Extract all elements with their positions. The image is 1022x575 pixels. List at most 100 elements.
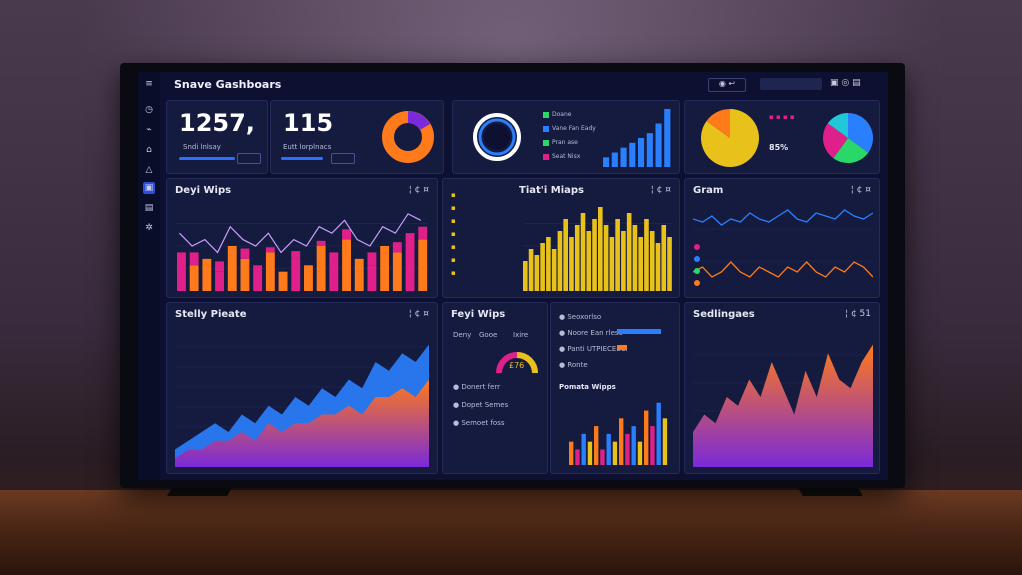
bar [392,252,402,291]
dashboard-icon[interactable]: ▣ [143,182,155,194]
bar [649,231,655,291]
legend-item: Seat Nisx [543,153,580,160]
list-item: ● Semoet foss [453,419,505,427]
bar [329,252,339,291]
legend-dot [694,244,700,250]
pie-card: ▪ ▪ ▪ ▪ 85% [684,100,880,174]
list-item: ● Noore Ean rlese [559,329,623,337]
bar [418,239,428,291]
bar [609,237,615,291]
bar [569,237,574,291]
kpi-value: 115 [283,109,334,137]
search-input[interactable] [760,78,822,90]
bar [626,213,632,291]
bar [177,252,186,291]
logo-icon: ≡ [145,79,153,89]
bar [316,240,326,246]
panel-title: Sedlingaes [693,309,755,320]
pie-chart-yellow [701,109,759,167]
pie-slice [827,113,848,138]
bar [575,449,580,465]
legend-item: Doane [543,111,571,118]
bar [621,231,626,291]
home-icon[interactable]: ⌂ [146,145,152,155]
bar [342,239,351,291]
dashboard-screen: ≡ ◷ ⌁ ⌂ △ ▣ ▤ ✲ Snave Gashboars ◉ ↩ ▣ ◎ … [138,72,888,480]
bar [625,433,630,465]
area-chart-stelly [175,344,429,467]
list-item: ● Seoxorlso [559,313,602,321]
bar [354,258,364,291]
bar [612,441,618,465]
settings-icon[interactable]: ✲ [145,223,153,233]
bar [594,426,599,465]
series-line [179,213,422,254]
kpi-button[interactable] [331,153,355,164]
gauge-label: Ixire [513,331,529,339]
bar [586,231,592,291]
bar [418,226,428,240]
bar [342,229,351,240]
line-chart-gram [693,209,873,286]
panel-deyi-wips: Deyi Wips ¦ ¢ ¤ [166,178,438,298]
bar [240,258,250,291]
kpi-value: 1257, [179,109,255,137]
series-line [693,261,873,278]
kpi-slider[interactable] [179,157,235,160]
bar [574,225,580,291]
bar [661,225,667,291]
toolbar-toggle[interactable]: ◉ ↩ [708,78,746,92]
chart-icon[interactable]: ⌁ [146,125,152,135]
kpi-label: Sndi lnlsay [183,143,221,151]
bar [592,219,597,291]
bar [546,237,551,291]
alert-icon[interactable]: △ [145,165,153,175]
page-title: Snave Gashboars [174,78,282,91]
list-item: ● Donert ferr [453,383,501,391]
bar [265,247,275,253]
bar [291,258,301,291]
bar [367,265,377,291]
pie-slice [706,109,730,138]
panel-controls[interactable]: ¦ ¢ 51 [845,309,871,319]
kpi-card-2: 115 Eutt lorplnacs [270,100,444,174]
panel-controls[interactable]: ¦ ¢ ¤ [850,185,871,195]
panel-controls[interactable]: ¦ ¢ ¤ [650,185,671,195]
bar [551,249,557,291]
legend-item: Vane Fan Eady [543,125,596,132]
panel-sedlingaes: Sedlingaes ¦ ¢ 51 [684,302,880,474]
panel-controls[interactable]: ¦ ¢ ¤ [408,309,429,319]
bar-chart-deyi [175,213,429,291]
bar [662,418,668,465]
panel-tiat-miaps: Tiat'i Miaps ¦ ¢ ¤ ▪ ▪ ▪ ▪ ▪ ▪ ▪ [442,178,680,298]
bar [278,271,288,291]
bar [392,242,402,253]
legend-dot [694,268,700,274]
bar [620,147,627,167]
bar [615,219,620,291]
kpi-slider[interactable] [281,157,323,160]
kpi-button[interactable] [237,153,261,164]
list-item: ● Ronte [559,361,588,369]
legend-item: Pran ase [543,139,578,146]
bar [598,207,603,291]
bar [606,433,611,465]
bar [631,426,636,465]
bar [603,157,610,167]
ring-chart [473,113,521,161]
panel-title: Feyi Wips [451,309,506,320]
kpi-card-1: 1257, Sndi lnlsay [166,100,268,174]
panel-title: Tiat'i Miaps [519,185,584,196]
bar [367,252,377,266]
panel-pomata-wipps: ● Seoxorlso ● Noore Ean rlese ● Panti UT… [550,302,680,474]
bar [638,237,643,291]
list-item: ● Dopet Semes [453,401,509,409]
panel-controls[interactable]: ¦ ¢ ¤ [408,185,429,195]
file-icon[interactable]: ▤ [144,203,154,213]
gauge-value: £76 [509,361,525,370]
bar [189,265,199,291]
bar [557,231,563,291]
panel-title: Deyi Wips [175,185,232,196]
clock-icon[interactable]: ◷ [145,105,153,115]
toolbar-icons[interactable]: ▣ ◎ ▤ [830,78,861,88]
